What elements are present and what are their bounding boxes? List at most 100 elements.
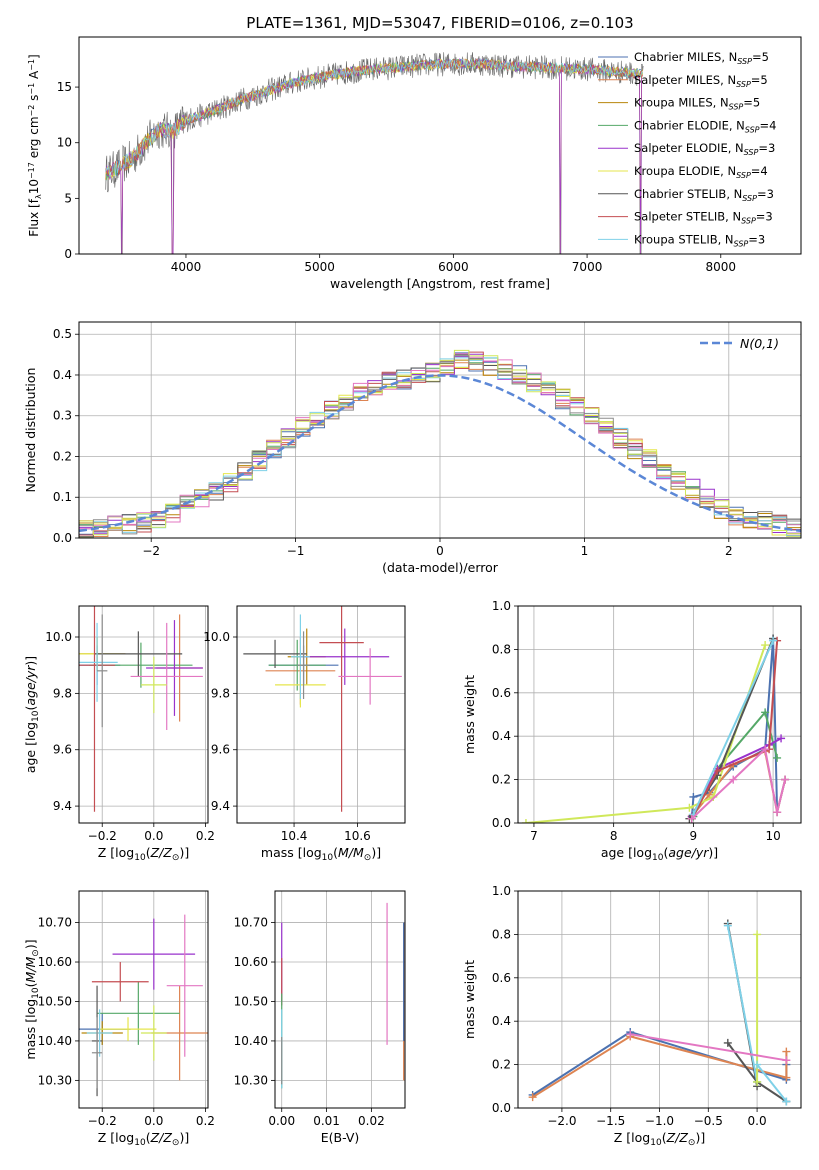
series-line bbox=[690, 737, 782, 817]
label-part: )] bbox=[371, 845, 381, 860]
legend-subscript: SSP bbox=[745, 125, 760, 134]
y-tick-label: 10.40 bbox=[234, 1034, 268, 1048]
point-marker bbox=[761, 708, 770, 717]
legend-value: =5 bbox=[752, 50, 769, 64]
label-part: )] bbox=[23, 939, 38, 949]
x-tick-label: 0.02 bbox=[358, 1114, 385, 1128]
mass-vs-metallicity-panel: −0.2 0.0 0.2 10.30 10.40 10.50 10.60 10.70 Z [lo… bbox=[23, 890, 215, 1148]
label-part: ⊙ bbox=[31, 949, 41, 957]
y-tick-label: 0.8 bbox=[492, 642, 511, 656]
series-line bbox=[630, 1033, 787, 1062]
legend-subscript: SSP bbox=[736, 80, 751, 89]
y-tick-label: 10.0 bbox=[203, 630, 230, 644]
y-tick-label: 10.70 bbox=[234, 916, 268, 930]
x-tick-label: −1 bbox=[287, 544, 305, 558]
label-part: Z/Z bbox=[150, 845, 173, 860]
plot-area bbox=[243, 606, 402, 812]
legend-subscript: SSP bbox=[736, 171, 751, 180]
y-axis-label: mass [log10(M/M⊙)] bbox=[23, 939, 41, 1059]
series-line bbox=[532, 1035, 788, 1099]
y-tick-label: 0.8 bbox=[492, 927, 511, 941]
label-part: mass [log bbox=[23, 999, 38, 1060]
age-vs-mass-panel: 10.4 10.6 9.4 9.6 9.8 10.0 mass [log10(M/M⊙)] bbox=[203, 605, 406, 863]
mass-vs-extinction-panel: 0.00 0.01 0.02 10.30 10.40 10.50 10.60 10.70 E(B… bbox=[234, 890, 406, 1145]
legend-label: Chabrier STELIB, NSSP=3 bbox=[634, 187, 774, 203]
legend-label: N(0,1) bbox=[740, 336, 779, 351]
label-part: ] bbox=[27, 54, 41, 59]
y-tick-label: 10.60 bbox=[38, 955, 72, 969]
axes-frame bbox=[78, 321, 802, 539]
point-marker bbox=[782, 1056, 791, 1065]
x-axis-label: Z [log10(Z/Z⊙)] bbox=[98, 845, 189, 863]
label-part: ⊙ bbox=[172, 1138, 180, 1148]
label-part: A bbox=[27, 70, 41, 83]
axes-frame bbox=[274, 890, 406, 1109]
y-tick-label: 9.4 bbox=[211, 799, 230, 813]
label-part: ( bbox=[662, 1130, 667, 1145]
residual-histogram-panel: −2 −1 0 1 2 0.0 0.1 0.2 0.3 0.4 0.5 N(0,1) (data-mod… bbox=[23, 321, 802, 575]
plot-area bbox=[521, 634, 790, 823]
label-part: −2 bbox=[27, 105, 36, 117]
legend-label: Salpeter MILES, NSSP=5 bbox=[634, 73, 768, 89]
x-tick-label: 0.0 bbox=[144, 1114, 163, 1128]
y-tick-label: 0.0 bbox=[53, 531, 72, 545]
legend-subscript: SSP bbox=[744, 148, 759, 157]
label-part: ( bbox=[663, 845, 668, 860]
y-tick-label: 0.4 bbox=[492, 1014, 511, 1028]
plot-area bbox=[79, 606, 203, 812]
spectrum-line bbox=[105, 57, 644, 177]
label-part: ( bbox=[333, 845, 338, 860]
point-marker bbox=[723, 1038, 732, 1047]
label-part: ⊙ bbox=[172, 853, 180, 863]
y-tick-label: 10.0 bbox=[45, 630, 72, 644]
x-tick-label: 8 bbox=[610, 829, 618, 843]
y-tick-label: 10.50 bbox=[234, 994, 268, 1008]
axes-frame bbox=[517, 890, 802, 1109]
y-tick-label: 0.4 bbox=[53, 368, 72, 382]
histogram-step bbox=[79, 355, 801, 535]
x-tick-label: 0.2 bbox=[196, 829, 215, 843]
x-tick-label: −2 bbox=[142, 544, 160, 558]
label-part: )] bbox=[695, 1130, 705, 1145]
point-marker bbox=[521, 819, 530, 823]
y-axis-label: age [log10(age/yr)] bbox=[23, 656, 41, 773]
spectrum-line bbox=[105, 57, 643, 254]
y-tick-label: 10.30 bbox=[38, 1073, 72, 1087]
axes-frame bbox=[517, 605, 802, 824]
legend-label: Chabrier MILES, NSSP=5 bbox=[634, 50, 769, 66]
label-part: ⊙ bbox=[688, 1138, 696, 1148]
y-tick-label: 9.4 bbox=[53, 799, 72, 813]
x-tick-label: 8000 bbox=[706, 260, 737, 274]
spectrum-line bbox=[105, 58, 643, 178]
point-marker bbox=[723, 921, 732, 930]
point-marker bbox=[782, 1073, 791, 1082]
mass-weight-vs-metallicity-panel: −2.0 −1.5 −1.0 −0.5 0.0 0.0 0.2 0.4 0.6 0.8 1.0 Z [… bbox=[462, 884, 802, 1148]
y-tick-label: 0.1 bbox=[53, 490, 72, 504]
label-part: Z [log bbox=[614, 1130, 650, 1145]
x-tick-label: −0.5 bbox=[694, 1114, 723, 1128]
label-part: −1 bbox=[27, 83, 36, 95]
age-vs-metallicity-panel: −0.2 0.0 0.29.49.69.810.0Z [log10(Z/Z⊙)]ag… bbox=[23, 605, 215, 863]
x-tick-label: 2 bbox=[725, 544, 733, 558]
label-part: )] bbox=[179, 845, 189, 860]
label-part: Z/Z bbox=[666, 1130, 689, 1145]
legend-label: Kroupa ELODIE, NSSP=4 bbox=[634, 164, 768, 180]
x-tick-label: 0.0 bbox=[748, 1114, 767, 1128]
label-part: s bbox=[27, 95, 41, 105]
x-axis-label: E(B-V) bbox=[321, 1130, 360, 1145]
label-part: 10 bbox=[27, 179, 41, 194]
label-part: 10 bbox=[134, 853, 146, 863]
label-part: 10 bbox=[134, 1138, 146, 1148]
axes-frame bbox=[78, 890, 209, 1109]
point-marker bbox=[753, 1077, 762, 1086]
x-tick-label: 0.0 bbox=[144, 829, 163, 843]
point-marker bbox=[626, 1030, 635, 1039]
legend-subscript: SSP bbox=[737, 57, 752, 66]
point-marker bbox=[777, 734, 786, 743]
x-tick-label: 4000 bbox=[171, 260, 202, 274]
y-tick-label: 9.8 bbox=[53, 686, 72, 700]
label-part: age/yr bbox=[668, 845, 709, 860]
x-tick-label: 0 bbox=[436, 544, 444, 558]
